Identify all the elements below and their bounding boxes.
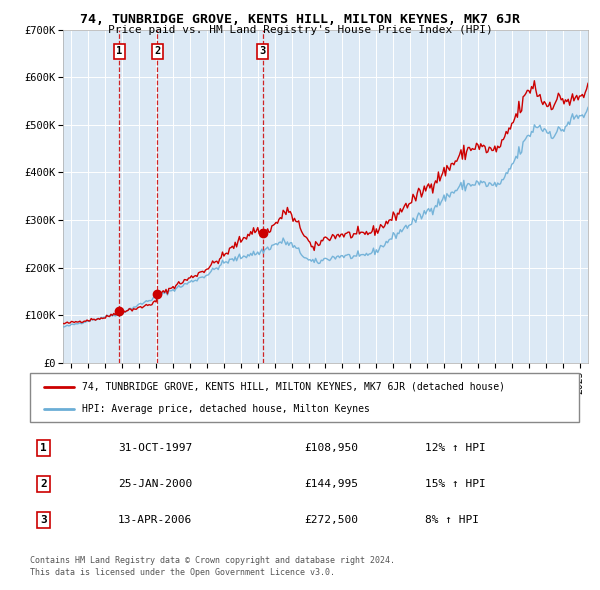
Text: £272,500: £272,500 [305, 514, 359, 525]
Text: 25-JAN-2000: 25-JAN-2000 [118, 479, 192, 489]
Text: 3: 3 [40, 514, 47, 525]
Text: 1: 1 [116, 46, 122, 56]
Text: This data is licensed under the Open Government Licence v3.0.: This data is licensed under the Open Gov… [30, 568, 335, 576]
Text: 31-OCT-1997: 31-OCT-1997 [118, 443, 192, 453]
Text: 1: 1 [40, 443, 47, 453]
Text: 2: 2 [40, 479, 47, 489]
Text: £144,995: £144,995 [305, 479, 359, 489]
Text: 74, TUNBRIDGE GROVE, KENTS HILL, MILTON KEYNES, MK7 6JR: 74, TUNBRIDGE GROVE, KENTS HILL, MILTON … [80, 13, 520, 26]
Text: £108,950: £108,950 [305, 443, 359, 453]
Text: HPI: Average price, detached house, Milton Keynes: HPI: Average price, detached house, Milt… [82, 404, 370, 414]
Text: 13-APR-2006: 13-APR-2006 [118, 514, 192, 525]
Text: 12% ↑ HPI: 12% ↑ HPI [425, 443, 486, 453]
Text: 74, TUNBRIDGE GROVE, KENTS HILL, MILTON KEYNES, MK7 6JR (detached house): 74, TUNBRIDGE GROVE, KENTS HILL, MILTON … [82, 382, 505, 392]
Text: 2: 2 [154, 46, 160, 56]
Text: 8% ↑ HPI: 8% ↑ HPI [425, 514, 479, 525]
Text: 3: 3 [260, 46, 266, 56]
Text: 15% ↑ HPI: 15% ↑ HPI [425, 479, 486, 489]
Text: Price paid vs. HM Land Registry's House Price Index (HPI): Price paid vs. HM Land Registry's House … [107, 25, 493, 35]
Text: Contains HM Land Registry data © Crown copyright and database right 2024.: Contains HM Land Registry data © Crown c… [30, 556, 395, 565]
